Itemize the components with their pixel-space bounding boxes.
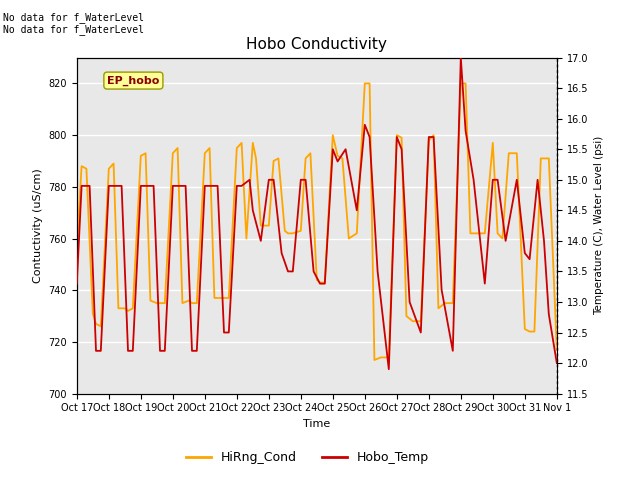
Legend: HiRng_Cond, Hobo_Temp: HiRng_Cond, Hobo_Temp [180,446,434,469]
Title: Hobo Conductivity: Hobo Conductivity [246,37,387,52]
X-axis label: Time: Time [303,419,330,429]
Y-axis label: Temperature (C), Water Level (psi): Temperature (C), Water Level (psi) [594,136,604,315]
Text: EP_hobo: EP_hobo [107,75,159,86]
Y-axis label: Contuctivity (uS/cm): Contuctivity (uS/cm) [33,168,43,283]
Text: No data for f_WaterLevel
No data for f_WaterLevel: No data for f_WaterLevel No data for f_W… [3,12,144,36]
